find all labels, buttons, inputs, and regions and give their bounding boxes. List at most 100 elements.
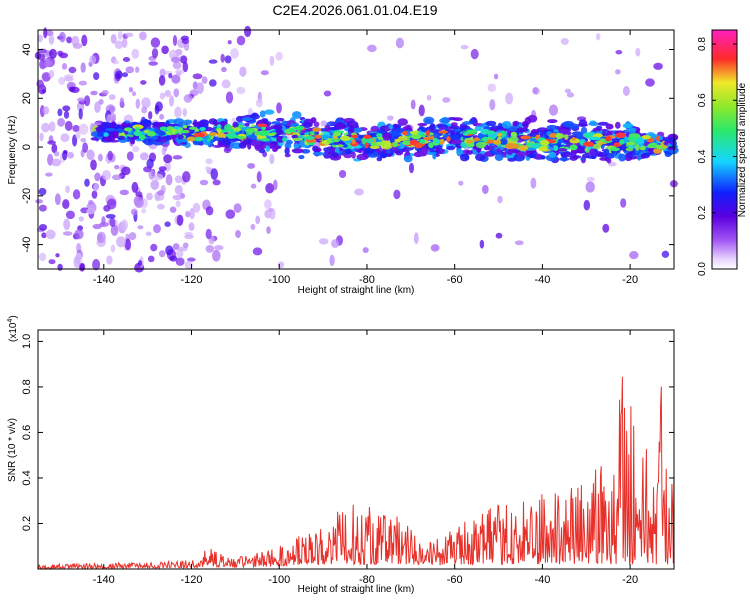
spectrogram-cell xyxy=(157,190,165,196)
spectrogram-cell xyxy=(71,35,80,47)
spectrogram-cell xyxy=(392,141,398,147)
spectrogram-cell xyxy=(139,152,149,161)
spectrogram-cell xyxy=(135,66,140,73)
spectrogram-cell xyxy=(90,90,98,96)
spectrogram-cell xyxy=(86,149,95,161)
spectrogram-cell xyxy=(528,153,536,158)
spectrogram-cell xyxy=(150,37,161,48)
spectrogram-cell xyxy=(175,200,181,208)
spectrogram-cell xyxy=(230,48,239,59)
spectrogram-cell xyxy=(271,121,281,125)
spectrogram-cell xyxy=(250,183,257,189)
spectrogram-cell xyxy=(531,143,541,149)
spectrogram-cell xyxy=(169,206,177,213)
spectrogram-cell xyxy=(103,132,109,137)
spectrogram-cell xyxy=(72,189,81,200)
spectrogram-cell xyxy=(588,121,600,127)
spectrogram-cell xyxy=(599,156,608,161)
spectrogram-cell xyxy=(609,147,620,152)
spectrogram-cell xyxy=(269,55,275,66)
spectrogram-cell xyxy=(177,185,182,193)
spectrogram-cell xyxy=(175,69,185,75)
spectrogram-cell xyxy=(409,130,421,135)
snr-x-tick-label: -20 xyxy=(622,574,638,586)
spectrogram-cell xyxy=(607,130,614,135)
spectrogram-cell xyxy=(182,108,187,117)
spectrogram-y-tick-label: 0 xyxy=(21,144,33,150)
colorbar-label: Normalized spectral amplitude xyxy=(737,82,748,217)
spectrogram-cell xyxy=(80,137,87,143)
spectrogram-cell xyxy=(233,203,242,213)
spectrogram-cell xyxy=(241,117,253,121)
colorbar-tick-label: 0.0 xyxy=(697,262,708,276)
spectrogram-cell xyxy=(114,40,123,49)
spectrogram-cell xyxy=(92,258,101,271)
spectrogram-cell xyxy=(479,239,485,249)
spectrogram-cell xyxy=(98,99,104,105)
spectrogram-cell xyxy=(54,193,61,206)
spectrogram-cell xyxy=(510,135,519,143)
spectrogram-cell xyxy=(566,92,575,98)
spectrogram-cell xyxy=(269,153,275,165)
spectrogram-cell xyxy=(582,132,594,139)
spectrogram-cell xyxy=(320,120,328,127)
spectrogram-cell xyxy=(110,224,119,236)
spectrogram-x-tick-label: -20 xyxy=(622,274,638,286)
spectrogram-cell xyxy=(425,130,430,136)
spectrogram-cell xyxy=(232,121,239,128)
spectrogram-cell xyxy=(474,153,486,161)
colorbar-tick-label: 0.6 xyxy=(697,93,708,107)
spectrogram-cell xyxy=(426,94,432,101)
spectrogram-cell xyxy=(413,232,419,245)
spectrogram-cell xyxy=(125,32,134,38)
spectrogram-cell xyxy=(161,45,169,55)
spectrogram-cell xyxy=(499,138,508,146)
spectrogram-cell xyxy=(88,199,94,205)
spectrogram-cell xyxy=(62,231,73,236)
spectrogram-cell xyxy=(180,129,189,134)
spectrogram-cell xyxy=(635,47,641,57)
spectrogram-cell xyxy=(60,133,70,143)
spectrogram-cell xyxy=(600,138,605,142)
spectrogram-cell xyxy=(96,126,104,134)
snr-y-multiplier: (x104) xyxy=(7,315,19,342)
spectrogram-cell xyxy=(513,120,520,127)
spectrogram-cell xyxy=(72,124,80,133)
spectrogram-cell xyxy=(174,175,183,184)
spectrogram-cell xyxy=(450,122,458,126)
spectrogram-cell xyxy=(49,48,57,59)
spectrogram-cell xyxy=(78,108,83,120)
spectrogram-cell xyxy=(604,135,612,142)
spectrogram-cell xyxy=(613,142,622,147)
spectrogram-cell xyxy=(165,174,173,186)
spectrogram-cell xyxy=(216,124,222,129)
spectrogram-cell xyxy=(304,135,315,140)
spectrogram-cell xyxy=(105,213,116,219)
spectrogram-cell xyxy=(110,33,117,44)
snr-y-tick-label: 0.4 xyxy=(21,470,33,485)
spectrogram-y-label: Frequency (Hz) xyxy=(7,116,18,185)
spectrogram-cell xyxy=(91,190,98,199)
spectrogram-cell xyxy=(151,48,159,59)
spectrogram-cell xyxy=(138,31,147,41)
snr-x-ticks: -140 -120 -100 -80 -60 -40 -20 xyxy=(93,330,638,586)
spectrogram-cell xyxy=(97,153,103,162)
spectrogram-cell xyxy=(175,257,185,266)
spectrogram-cell xyxy=(169,95,174,107)
spectrogram-cell xyxy=(586,176,595,182)
spectrogram-cell xyxy=(205,158,213,165)
spectrogram-cell xyxy=(558,128,570,135)
spectrogram-x-tick-label: -60 xyxy=(447,274,463,286)
spectrogram-cell xyxy=(65,185,70,193)
spectrogram-cell xyxy=(172,194,183,201)
spectrogram-cell xyxy=(276,135,285,143)
spectrogram-cell xyxy=(257,130,270,137)
snr-y-label: SNR (10 * v/v) xyxy=(7,418,18,482)
spectrogram-cell xyxy=(540,155,546,160)
spectrogram-cell xyxy=(225,91,234,104)
spectrogram-cell xyxy=(576,132,583,140)
spectrogram-cell xyxy=(204,166,211,171)
spectrogram-cell xyxy=(635,128,640,135)
spectrogram-cell xyxy=(312,151,325,156)
